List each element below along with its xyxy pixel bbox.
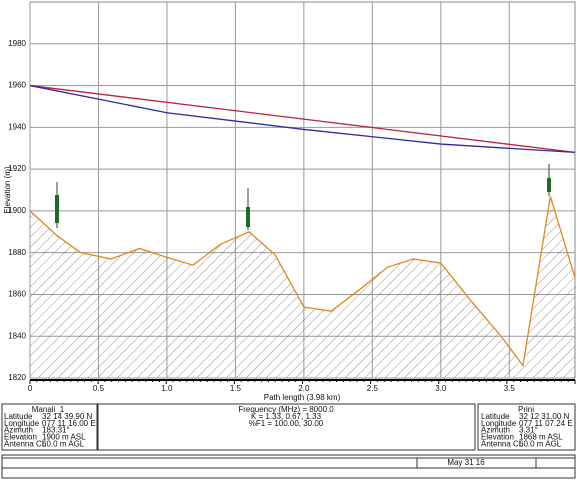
y-tick-label: 1980: [8, 39, 26, 48]
status-date: May 31 16: [447, 458, 485, 467]
y-tick-label: 1960: [8, 81, 26, 90]
y-tick-label: 1940: [8, 122, 26, 131]
x-tick-label: 0.5: [93, 384, 105, 393]
left-panel: [1, 403, 98, 451]
field-value: 077 11 07.24 E: [519, 419, 573, 428]
field-value: 1868 m ASL: [519, 433, 563, 442]
y-tick-label: 1920: [8, 164, 26, 173]
site-name: Manali_1: [32, 405, 65, 414]
x-axis-label: Path length (3.98 km): [264, 393, 341, 402]
y-axis-label: Elevation (m): [3, 166, 12, 213]
field-value: 3.31°: [519, 426, 538, 435]
field-label: Azimuth: [4, 426, 33, 435]
status-cell: [535, 457, 576, 469]
field-value: 077 11 16.00 E: [42, 419, 96, 428]
antennas: [55, 164, 551, 230]
y-tick-label: 1900: [8, 206, 26, 215]
y-tick-label: 1840: [8, 331, 26, 340]
profile-line: [29, 196, 576, 368]
field-label: Latitude: [481, 412, 510, 421]
y-tick-label: 1860: [8, 290, 26, 299]
field-label: Antenna CL: [4, 439, 47, 448]
field-label: Longitude: [4, 419, 40, 428]
site-name: Prini: [518, 405, 534, 414]
field-value: 60.0 m AGL: [519, 439, 562, 448]
right-panel: [477, 403, 576, 451]
field-value: 183.31°: [42, 426, 70, 435]
link-info: %F1 = 100.00, 30.00: [249, 419, 324, 428]
x-tick-label: 1.5: [230, 384, 242, 393]
field-value: 32 12 31.00 N: [519, 412, 569, 421]
field-value: 32 14 39.90 N: [42, 412, 92, 421]
y-tick-label: 1820: [8, 373, 26, 382]
terrain-area: [30, 196, 575, 378]
field-label: Latitude: [4, 412, 33, 421]
x-tick-label: 2.0: [298, 384, 310, 393]
x-tick-label: 3.0: [435, 384, 447, 393]
status-cell: [1, 457, 418, 469]
field-value: 60.0 m AGL: [42, 439, 85, 448]
center-panel: [97, 403, 476, 451]
x-tick-label: 1.0: [161, 384, 173, 393]
field-label: Antenna CL: [481, 439, 524, 448]
field-label: Azimuth: [481, 426, 510, 435]
x-tick-label: 0: [28, 384, 33, 393]
profile-line: [29, 84, 576, 154]
link-info: K = 1.33, 0.67, 1.33: [251, 412, 322, 421]
field-value: 1900 m ASL: [42, 433, 86, 442]
field-label: Longitude: [481, 419, 517, 428]
field-label: Elevation: [481, 433, 514, 442]
profile-line: [29, 84, 576, 154]
link-info: Frequency (MHz) = 8000.0: [238, 405, 334, 414]
field-label: Elevation: [4, 433, 37, 442]
y-tick-label: 1880: [8, 248, 26, 257]
x-tick-label: 3.5: [504, 384, 516, 393]
x-tick-label: 2.5: [367, 384, 379, 393]
